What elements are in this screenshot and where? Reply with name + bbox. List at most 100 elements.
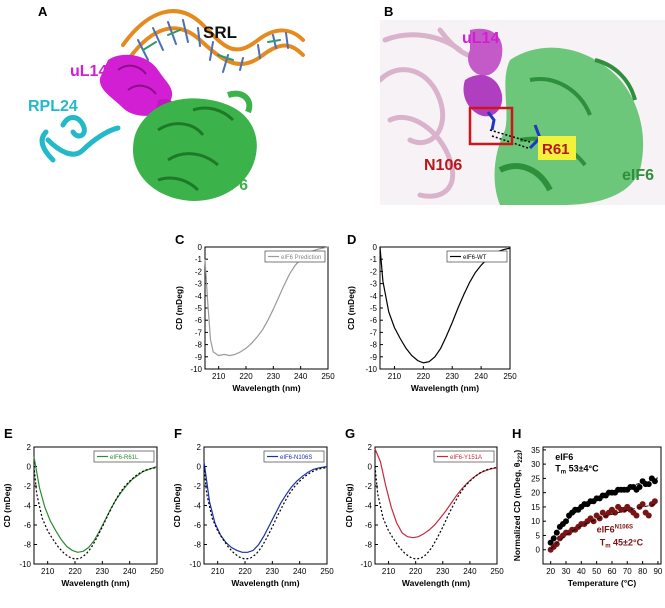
legend-label: eIF6-R61L [110,455,139,461]
y-tick-label: -3 [370,280,378,289]
y-axis-label-text: CD (mDeg) [174,286,184,330]
x-tick-label: 40 [577,567,586,576]
y-tick-label: -6 [24,521,32,530]
reference-wt-curve [203,466,328,560]
data-point-0 [651,478,658,485]
label-srl: SRL [203,23,237,42]
y-tick-label: -9 [370,353,378,362]
x-tick-label: 230 [267,372,281,381]
annotation-eif6-n106s: eIF6N106S [597,525,633,535]
label-n106: N106 [424,157,462,174]
x-tick-label: 50 [592,567,601,576]
legend-label: eIF6-WT [463,255,487,261]
x-axis-label: Wavelength (nm) [402,578,470,588]
y-tick-label: 0 [536,546,541,555]
y-tick-label: -5 [370,304,378,313]
panel-letter-f: F [174,426,182,441]
x-tick-label: 220 [239,372,253,381]
y-tick-label: 2 [368,443,373,452]
data-point-0 [636,483,643,490]
structure-b-illustration: uL14 N106 R61 eIF6 [380,27,654,205]
y-axis-label: CD (mDeg) [346,286,356,330]
series-line-f [203,461,328,553]
x-tick-label: 250 [503,372,517,381]
x-tick-label: 210 [212,372,226,381]
y-tick-label: -8 [365,541,373,550]
y-axis-label-end: ) [512,450,522,453]
data-point-1 [645,512,652,519]
y-tick-label: -10 [365,365,377,374]
y-tick-label: -10 [19,560,31,569]
chart-g: G 2 0 -2 -4 -6 -8 -10 210 220 230 240 250 Wavelength … [344,426,504,588]
x-tick-label: 220 [238,567,252,576]
x-tick-label: 250 [321,372,335,381]
ul14-helix-b [463,28,503,117]
x-tick-label: 250 [490,567,504,576]
legend-box [433,450,495,463]
y-tick-label: 0 [27,463,32,472]
tm-symbol: T [600,537,606,547]
data-point-1 [639,501,646,508]
tm-sub: m [605,543,610,549]
legend-label: eIF6-Y151A [450,455,482,461]
y-tick-label: 20 [531,489,540,498]
label-ul14-b: uL14 [462,30,499,47]
plot-frame [204,246,329,370]
legend-label: eIF6 Prediction [281,255,321,261]
data-point-1 [553,541,560,548]
data-point-0 [645,481,652,488]
y-tick-label: -6 [195,316,203,325]
y-tick-label: 0 [373,243,378,252]
tm-sub: m [561,469,566,475]
annotation-name: eIF6 [597,525,615,535]
y-tick-label: -2 [370,267,378,276]
panel-letter-c: C [175,232,185,247]
y-tick-label: -2 [195,267,203,276]
x-tick-label: 230 [96,567,110,576]
y-tick-label: -10 [360,560,372,569]
plot-frame [33,446,158,565]
x-axis-label: Wavelength (nm) [411,383,479,393]
y-axis-label: CD (mDeg) [2,483,12,527]
x-tick-label: 220 [409,567,423,576]
chart-e: E 2 0 -2 -4 -6 -8 -10 210 220 230 240 250 Wavelength … [2,426,164,588]
y-tick-label: -8 [24,541,32,550]
x-tick-label: 250 [150,567,164,576]
label-eif6-a: eIF6 [216,177,248,194]
legend-box [263,450,325,463]
x-tick-label: 240 [123,567,137,576]
data-point-1 [612,509,619,516]
y-tick-label: -2 [24,482,32,491]
x-tick-label: 230 [266,567,280,576]
y-axis-label-text: Normalized CD (mDeg, θ [512,462,522,561]
x-tick-label: 210 [388,372,402,381]
label-rpl24: RPL24 [28,98,78,115]
y-tick-label: 10 [531,517,540,526]
series-line-g [374,448,498,539]
panel-letter-g: G [345,426,355,441]
y-tick-label: -8 [194,541,202,550]
chart-c: C 0 -1 -2 -3 -4 -5 -6 -7 -8 -9 -10 210 220 230 240 250 Wa… [174,232,335,393]
x-tick-label: 250 [320,567,334,576]
y-tick-label: -1 [195,255,203,264]
eif6-region-b [494,47,644,205]
tm-value: 53±4°C [566,463,599,473]
y-tick-label: -6 [194,521,202,530]
structure-panel-a: SRL uL14 RPL24 eIF6 [28,0,328,210]
panel-letter-e: E [4,426,13,441]
x-tick-label: 20 [546,567,555,576]
x-tick-label: 220 [417,372,431,381]
data-point-0 [550,535,557,542]
y-tick-label: -4 [370,292,378,301]
x-axis-label: Wavelength (nm) [232,383,300,393]
x-tick-label: 240 [474,372,488,381]
rpl24-protein [39,115,121,163]
label-ul14-a: uL14 [70,63,107,80]
panel-letter-a: A [38,4,48,19]
y-axis-label: Normalized CD (mDeg, θ223) [512,450,524,562]
x-tick-label: 240 [293,567,307,576]
y-tick-label: -8 [195,341,203,350]
y-tick-label: -4 [194,502,202,511]
pink-rna-ribbons [380,27,483,199]
y-tick-label: 35 [531,446,540,455]
